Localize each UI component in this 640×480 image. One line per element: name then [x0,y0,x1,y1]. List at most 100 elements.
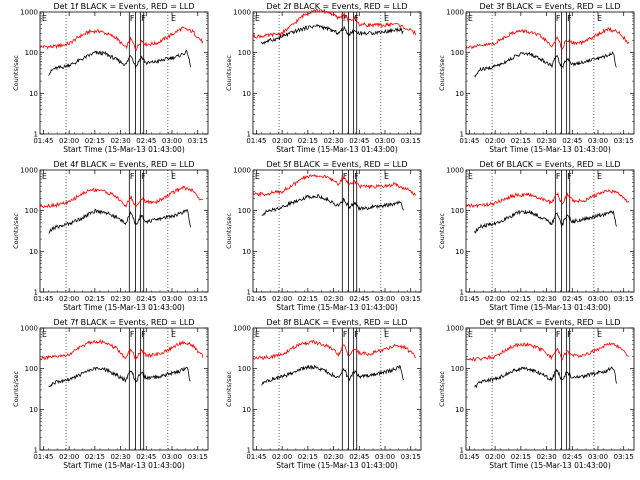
flag-label: F [556,14,561,23]
flag-label: E [171,14,176,23]
y-tick-label: 1 [247,289,251,297]
lld-series-line [252,173,417,198]
y-axis-label: Counts/sec [225,213,233,249]
y-axis-label: Counts/sec [225,55,233,91]
flag-label: F [567,14,572,23]
panel-4: Det 4f BLACK = Events, RED = LLD 1 10 100 10… [12,160,209,312]
panel-title: Det 7f BLACK = Events, RED = LLD [53,318,194,327]
flag-label: F [343,172,348,181]
events-series-line [474,209,617,234]
y-tick-label: 10 [455,406,464,414]
flag-label: F [343,14,348,23]
panel-title: Det 8f BLACK = Events, RED = LLD [266,318,407,327]
x-tick-label: 02:30 [110,453,130,461]
panel-2: Det 2f BLACK = Events, RED = LLD 1 10 100 10… [225,2,422,154]
y-tick-label: 1000 [446,325,464,333]
x-tick-label: 02:30 [323,295,343,303]
y-axis-label: Counts/sec [438,371,446,407]
y-tick-label: 1 [34,447,38,455]
y-axis-label: Counts/sec [438,55,446,91]
events-series-line [48,208,191,234]
x-tick-label: 02:15 [511,295,531,303]
lld-series-line [252,8,417,39]
x-tick-label: 02:15 [298,137,318,145]
y-axis-label: Counts/sec [12,371,20,407]
flag-label: E [384,172,389,181]
x-axis-label: Start Time (15-Mar-13 01:43:00) [63,461,185,470]
y-tick-label: 1000 [20,325,38,333]
lld-series-line [465,26,630,50]
y-tick-label: 100 [238,49,251,57]
x-tick-label: 02:00 [272,295,292,303]
y-tick-label: 1 [34,131,38,139]
panel-3: Det 3f BLACK = Events, RED = LLD 1 10 100 10… [438,2,635,154]
plot-frame [252,169,422,293]
x-tick-label: 03:15 [614,453,634,461]
flag-label: E [42,172,47,181]
x-tick-label: 02:45 [136,295,156,303]
flag-label: F [354,172,359,181]
y-tick-label: 10 [455,90,464,98]
y-tick-label: 1 [247,447,251,455]
x-tick-label: 02:00 [272,137,292,145]
panel-title: Det 2f BLACK = Events, RED = LLD [266,2,407,11]
x-tick-label: 02:15 [85,295,105,303]
y-tick-label: 100 [451,365,464,373]
y-tick-label: 1 [460,289,464,297]
x-tick-label: 02:45 [136,453,156,461]
x-axis-label: Start Time (15-Mar-13 01:43:00) [489,145,611,154]
x-tick-label: 01:45 [246,295,266,303]
x-axis-label: Start Time (15-Mar-13 01:43:00) [63,303,185,312]
x-tick-label: 01:45 [459,137,479,145]
panel-6: Det 6f BLACK = Events, RED = LLD 1 10 100 10… [438,160,635,312]
x-tick-label: 02:00 [272,453,292,461]
y-tick-label: 1 [34,289,38,297]
x-axis-label: Start Time (15-Mar-13 01:43:00) [63,145,185,154]
y-tick-label: 1000 [20,167,38,175]
x-tick-label: 03:15 [401,453,421,461]
panel-title: Det 5f BLACK = Events, RED = LLD [266,160,407,169]
x-axis-label: Start Time (15-Mar-13 01:43:00) [276,303,398,312]
x-tick-label: 02:15 [511,453,531,461]
flag-label: E [171,172,176,181]
x-tick-label: 01:45 [459,453,479,461]
x-axis-label: Start Time (15-Mar-13 01:43:00) [276,145,398,154]
x-tick-label: 03:00 [162,137,182,145]
panel-title: Det 4f BLACK = Events, RED = LLD [53,160,194,169]
lld-series-line [252,340,417,360]
panel-title: Det 9f BLACK = Events, RED = LLD [479,318,620,327]
flag-label: E [597,172,602,181]
y-tick-label: 1 [247,131,251,139]
x-tick-label: 02:45 [349,295,369,303]
y-tick-label: 10 [29,248,38,256]
flag-label: F [141,14,146,23]
flag-label: E [171,330,176,339]
plot-frame [39,11,209,135]
flag-label: F [567,172,572,181]
panel-title: Det 6f BLACK = Events, RED = LLD [479,160,620,169]
lld-series-line [466,341,629,362]
plot-frame [252,11,422,135]
flag-label: E [384,330,389,339]
x-tick-label: 03:15 [401,137,421,145]
flag-label: F [556,172,561,181]
y-tick-label: 10 [29,406,38,414]
y-tick-label: 1000 [233,9,251,17]
y-tick-label: 100 [451,207,464,215]
y-tick-label: 100 [25,207,38,215]
x-axis-label: Start Time (15-Mar-13 01:43:00) [489,461,611,470]
y-tick-label: 1000 [446,9,464,17]
events-series-line [474,366,617,389]
x-tick-label: 03:00 [588,453,608,461]
x-tick-label: 02:00 [485,295,505,303]
x-tick-label: 01:45 [459,295,479,303]
x-tick-label: 03:00 [588,137,608,145]
plot-frame [39,327,209,451]
x-tick-label: 03:00 [162,295,182,303]
panel-5: Det 5f BLACK = Events, RED = LLD 1 10 100 10… [225,160,422,312]
x-tick-label: 01:45 [246,453,266,461]
x-tick-label: 02:30 [536,295,556,303]
flag-label: F [354,330,359,339]
lld-series-line [39,185,203,210]
